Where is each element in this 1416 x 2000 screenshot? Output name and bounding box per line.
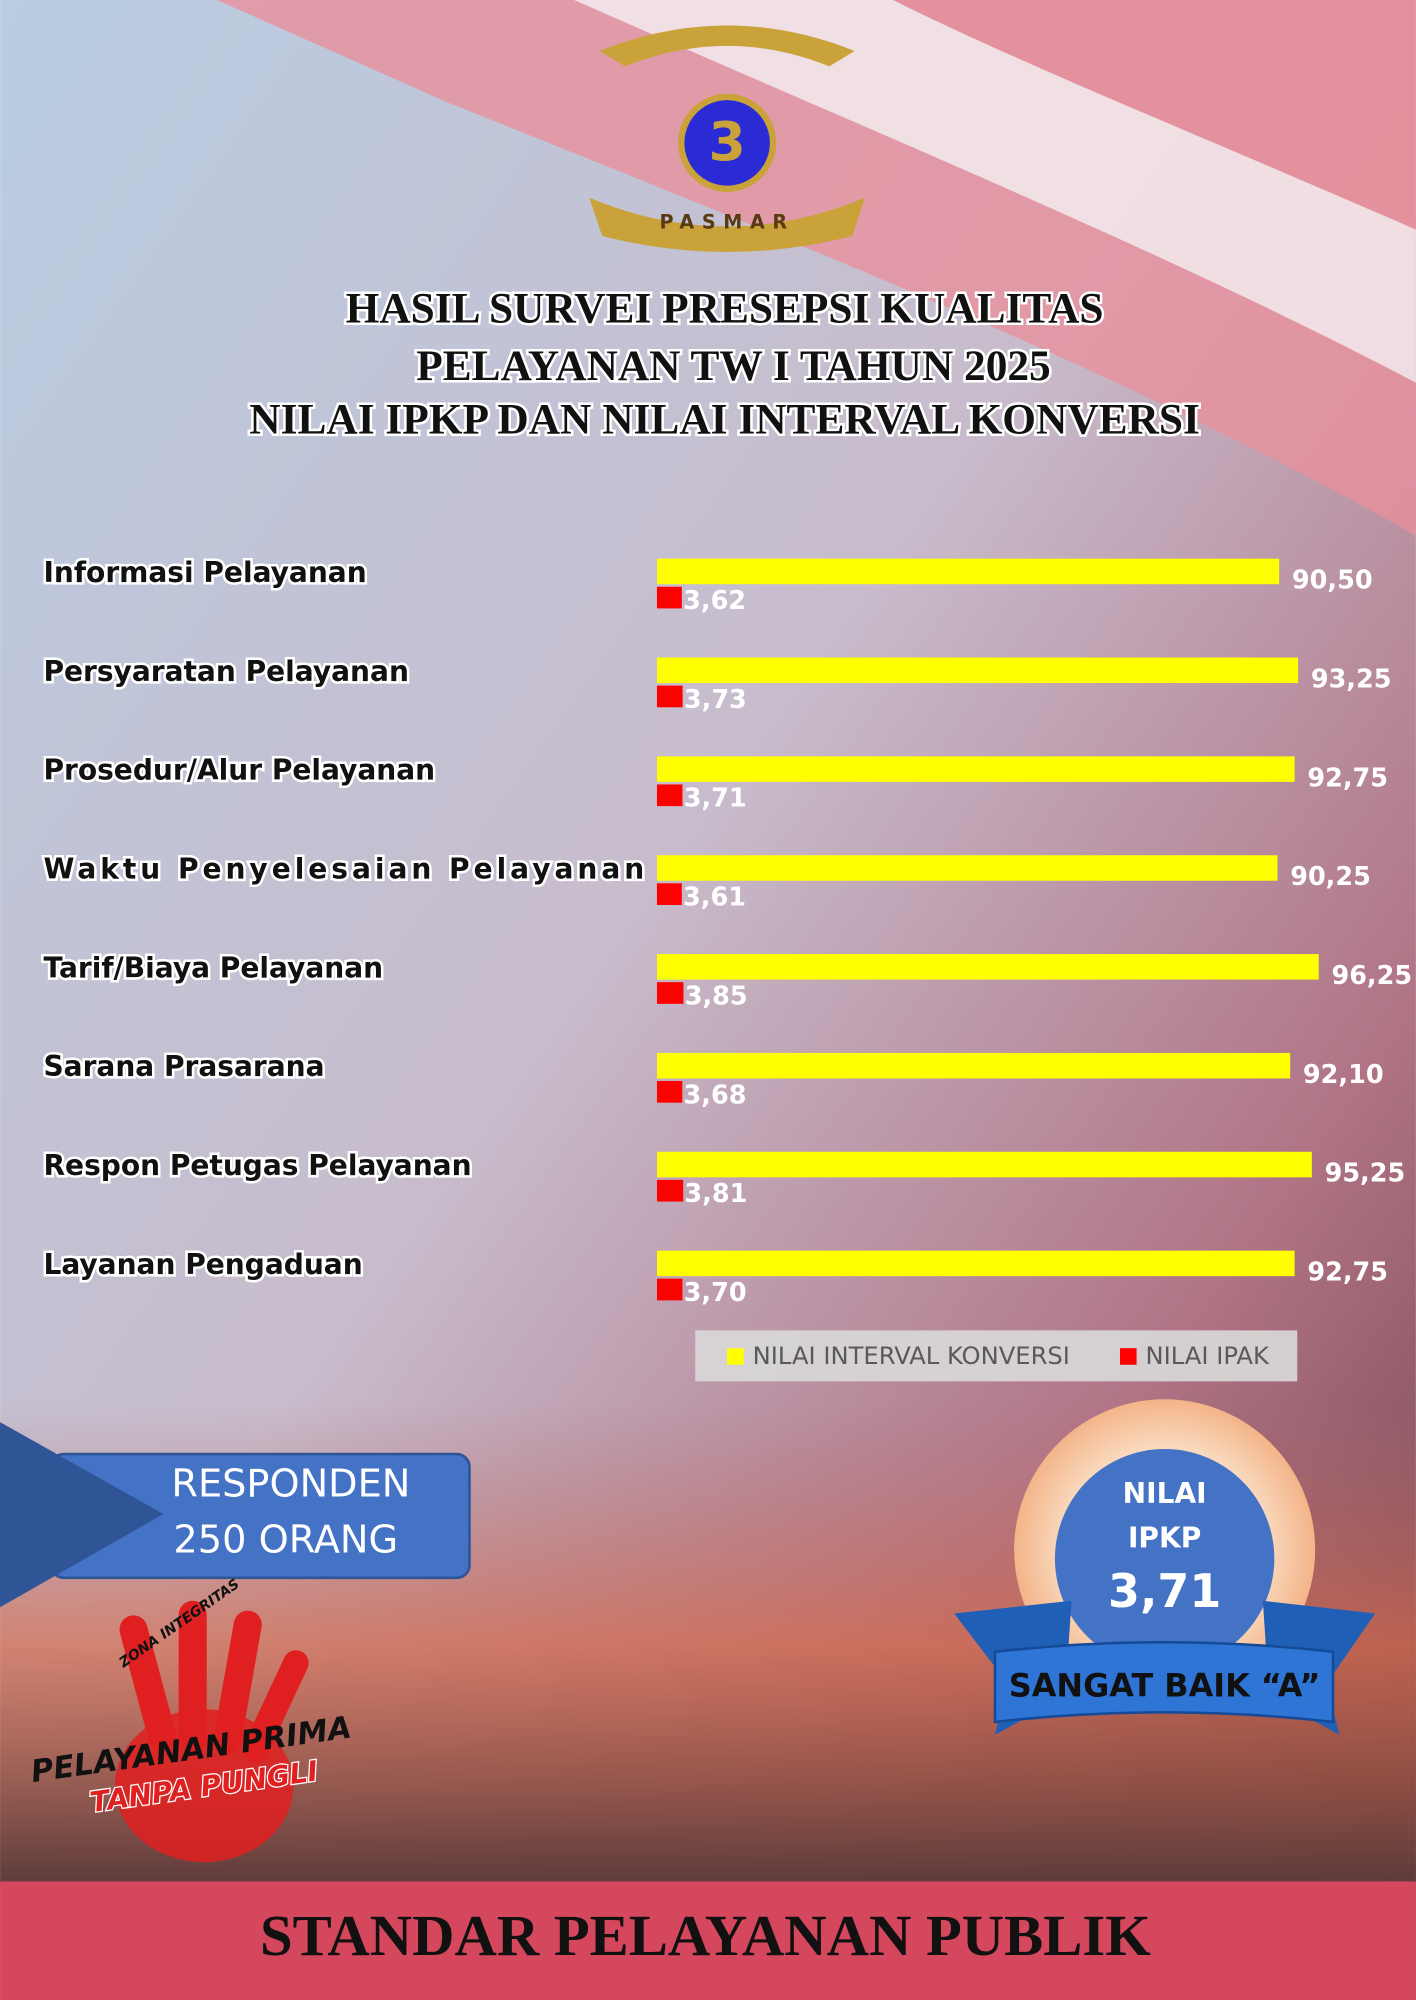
value-label: 92,10 [1303,1060,1384,1090]
value-label: 90,50 [1292,566,1373,596]
badge-text: NILAI [1123,1477,1207,1510]
bar [656,1052,1291,1079]
bar [656,883,682,905]
category-label: Tarif/Biaya Pelayanan [43,951,383,984]
bar [656,954,1319,980]
logo-motto: PASMAR [659,211,794,234]
value-label: 3,70 [684,1278,747,1308]
legend-swatch [1119,1348,1137,1365]
value-label: 3,81 [684,1179,747,1209]
value-label: 3,61 [683,883,746,913]
respondents-count: 250 ORANG [173,1518,398,1563]
value-label: 3,62 [683,586,746,616]
bar [656,982,684,1004]
flag-stripe [829,0,1416,230]
legend-swatch [727,1348,744,1365]
title-line: HASIL SURVEI PRESEPSI KUALITAS [346,284,1104,332]
value-label: 3,71 [684,784,747,814]
badge-text: IPKP [1128,1522,1201,1555]
value-label: 92,75 [1307,763,1388,793]
value-label: 3,68 [684,1080,747,1110]
badge-grade: SANGAT BAIK “A” [1009,1667,1321,1705]
bar [656,756,1295,782]
respondents-box: RESPONDEN 250 ORANG [0,1422,471,1608]
badge-score: 3,71 [1108,1564,1221,1618]
bar [656,1080,683,1103]
score-badge: NILAI IPKP 3,71 SANGAT BAIK “A” [954,1399,1376,1735]
category-label: Prosedur/Alur Pelayanan [43,754,435,787]
value-label: 3,73 [684,685,747,715]
bar [656,855,1278,881]
value-label: 90,25 [1290,862,1371,892]
category-label: Respon Petugas Pelayanan [43,1149,471,1182]
respondents-label: RESPONDEN [171,1461,410,1506]
footer-band [0,1881,1416,2000]
bar [656,1151,1312,1178]
category-label: Waktu Penyelesaian Pelayanan [43,853,644,886]
category-label: Sarana Prasarana [43,1050,324,1083]
bar [656,1250,1295,1277]
value-label: 96,25 [1331,961,1412,991]
category-label: Informasi Pelayanan [43,556,366,589]
category-label: Persyaratan Pelayanan [43,655,408,688]
value-label: 95,25 [1325,1159,1406,1189]
footer-text: STANDAR PELAYANAN PUBLIK [260,1903,1151,1968]
value-label: 93,25 [1311,664,1392,694]
bar [656,657,1299,684]
value-label: 92,75 [1307,1258,1388,1288]
stamp: ZONA INTEGRITAS PELAYANAN PRIMA TANPA PU… [29,1576,354,1863]
bar [656,1278,683,1301]
logo-number: 3 [708,110,745,173]
logo: 3 PASMAR [589,25,865,252]
bar [656,784,683,807]
legend-box [695,1330,1298,1382]
category-label: Layanan Pengaduan [43,1248,362,1281]
bar [656,685,683,708]
value-label: 3,85 [685,981,748,1011]
title-line: NILAI IPKP DAN NILAI INTERVAL KONVERSI [249,395,1200,443]
bar [656,586,682,609]
legend-label: NILAI IPAK [1146,1342,1270,1370]
legend-label: NILAI INTERVAL KONVERSI [753,1342,1070,1370]
bar [656,1179,684,1202]
title-line: PELAYANAN TW I TAHUN 2025 [416,342,1051,390]
bar [656,558,1280,585]
